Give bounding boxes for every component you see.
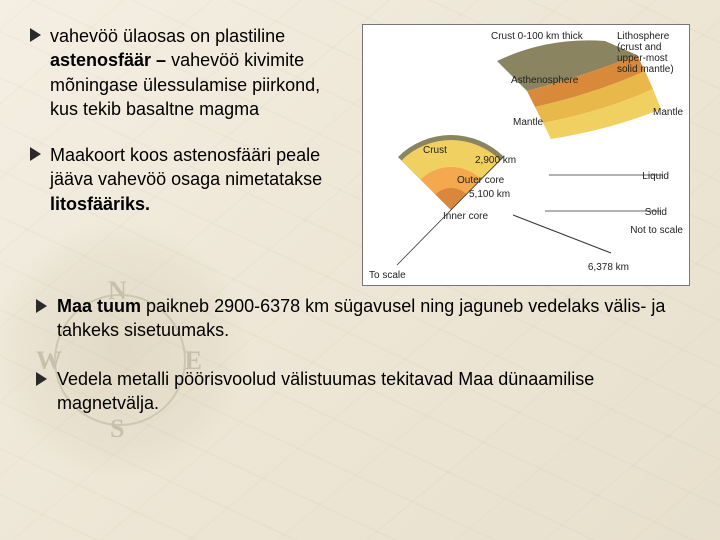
para1-prefix: vahevöö ülaosas on plastiline — [50, 26, 285, 46]
label-radius: 6,378 km — [588, 262, 629, 273]
slide-content: vahevöö ülaosas on plastiline astenosfää… — [0, 0, 720, 540]
label-mantle-side: Mantle — [653, 107, 683, 118]
label-liquid: Liquid — [642, 171, 669, 182]
label-lithosphere: Lithosphere (crust and upper-most solid … — [617, 31, 685, 75]
label-mantle-depth: 2,900 km — [475, 155, 516, 166]
label-innercore: Inner core — [443, 211, 488, 222]
label-outercore: Outer core — [457, 175, 504, 186]
paragraph-magnetic-field: Vedela metalli pöörisvoolud välistuumas … — [36, 367, 690, 416]
bullet-arrow-icon — [36, 299, 47, 313]
para3-rest: paikneb 2900-6378 km sügavusel ning jagu… — [57, 296, 665, 340]
para2-bold: litosfääriks. — [50, 194, 150, 214]
label-asthenosphere: Asthenosphere — [511, 75, 578, 86]
bullet-arrow-icon — [30, 28, 41, 42]
paragraph-core: Maa tuum paikneb 2900-6378 km sügavusel … — [36, 294, 690, 343]
label-crust-thickness: Crust 0-100 km thick — [491, 31, 583, 42]
para3-bold: Maa tuum — [57, 296, 141, 316]
label-crust-side: Crust — [423, 145, 447, 156]
label-solid: Solid — [645, 207, 667, 218]
label-not-to-scale: Not to scale — [630, 225, 683, 236]
label-mantle-top: Mantle — [513, 117, 543, 128]
para2-prefix: Maakoort koos astenosfääri peale jääva v… — [50, 145, 322, 189]
earth-layers-diagram: Crust 0-100 km thick Asthenosphere Mantl… — [362, 24, 690, 286]
label-outercore-depth: 5,100 km — [469, 189, 510, 200]
para4-text: Vedela metalli pöörisvoolud välistuumas … — [57, 367, 690, 416]
label-to-scale: To scale — [369, 270, 406, 281]
paragraph-lithosphere: Maakoort koos astenosfääri peale jääva v… — [30, 143, 350, 216]
bullet-arrow-icon — [36, 372, 47, 386]
bullet-arrow-icon — [30, 147, 41, 161]
paragraph-asthenosphere: vahevöö ülaosas on plastiline astenosfää… — [30, 24, 350, 121]
para1-bold: astenosfäär – — [50, 50, 166, 70]
